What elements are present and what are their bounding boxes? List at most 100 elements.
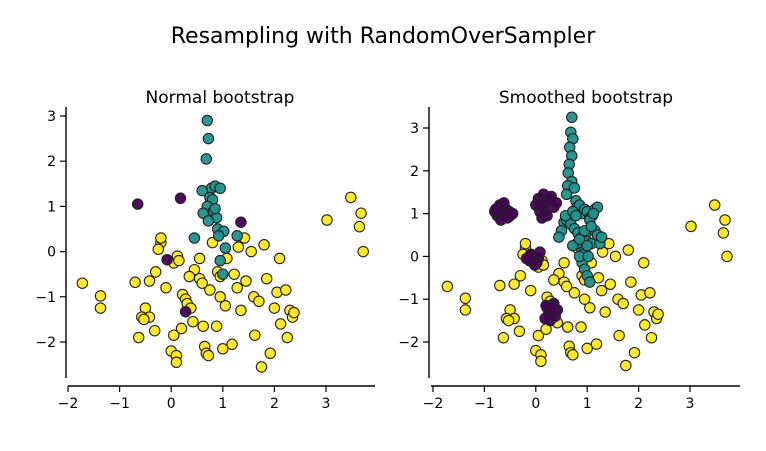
right-point-class-2 (441, 280, 454, 293)
left-point-class-1 (200, 153, 213, 165)
right-point-class-2 (524, 284, 537, 297)
right-x-tick-label: 1 (583, 396, 592, 412)
right-point-class-2 (609, 250, 622, 263)
right-point-class-2 (581, 342, 593, 355)
right-point-class-2 (560, 280, 573, 293)
right-point-class-1 (573, 233, 586, 246)
left-point-class-2 (235, 304, 247, 317)
left-point-class-2 (214, 291, 226, 303)
right-point-class-0 (537, 188, 550, 201)
right-point-class-2 (639, 319, 651, 331)
right-point-class-0 (550, 197, 563, 209)
left-point-class-1 (217, 268, 229, 280)
left-point-class-2 (255, 361, 268, 373)
right-point-class-2 (708, 199, 721, 211)
right-y-tick-label: 3 (410, 121, 419, 137)
right-point-class-2 (628, 346, 641, 359)
right-point-class-2 (567, 349, 579, 361)
left-y-tick-label: 2 (47, 154, 56, 170)
left-point-class-2 (143, 275, 156, 287)
right-point-class-0 (534, 246, 546, 258)
left-point-class-2 (149, 266, 162, 278)
left-point-class-2 (187, 315, 199, 328)
left-point-class-2 (264, 347, 277, 360)
right-point-class-2 (644, 287, 656, 299)
right-y-tick-label: 1 (410, 207, 419, 223)
left-y-tick-label: −1 (35, 290, 56, 306)
right-panel-title: Smoothed bootstrap (499, 88, 673, 108)
left-point-class-2 (197, 320, 209, 332)
left-point-class-2 (138, 313, 150, 326)
right-point-class-2 (685, 220, 697, 233)
left-point-class-2 (170, 356, 183, 369)
left-point-class-2 (94, 290, 107, 302)
right-x-tick-label: 3 (686, 396, 695, 412)
left-point-class-1 (209, 202, 221, 215)
left-x-tick-label: −2 (58, 396, 79, 412)
right-point-class-0 (520, 252, 533, 265)
right-point-class-2 (645, 331, 658, 344)
left-point-class-2 (353, 220, 366, 233)
right-point-class-2 (622, 244, 635, 256)
left-point-class-2 (196, 277, 208, 289)
right-point-class-2 (535, 355, 547, 368)
left-point-class-1 (214, 182, 226, 195)
right-point-class-2 (637, 257, 650, 269)
left-point-class-0 (179, 305, 192, 318)
left-x-tick-label: 0 (167, 396, 176, 412)
right-point-class-2 (595, 284, 608, 297)
right-point-class-0 (530, 199, 542, 211)
left-point-class-1 (219, 242, 232, 254)
right-point-class-2 (578, 293, 591, 305)
right-point-class-1 (553, 231, 565, 243)
right-point-class-1 (560, 188, 573, 201)
right-point-class-2 (584, 302, 596, 314)
left-panel-title: Normal bootstrap (146, 88, 295, 108)
left-point-class-2 (232, 241, 245, 253)
left-point-class-2 (240, 275, 252, 287)
left-point-class-2 (183, 270, 196, 283)
left-point-class-2 (217, 343, 229, 355)
right-point-class-1 (581, 239, 593, 252)
right-point-class-2 (519, 237, 532, 250)
left-y-tick-label: 1 (47, 199, 56, 215)
left-point-class-2 (274, 318, 287, 330)
right-point-class-2 (613, 329, 625, 342)
left-point-class-2 (258, 239, 270, 251)
left-point-class-0 (174, 192, 187, 205)
left-point-class-2 (260, 272, 273, 285)
right-x-tick-label: 0 (531, 396, 540, 412)
right-point-class-2 (590, 338, 603, 350)
left-point-class-1 (201, 114, 214, 127)
right-point-class-2 (721, 250, 733, 263)
right-point-class-1 (570, 209, 582, 222)
left-point-class-0 (161, 253, 173, 266)
left-x-tick-label: 2 (270, 396, 279, 412)
left-point-class-2 (210, 320, 223, 332)
right-point-class-1 (566, 111, 578, 124)
left-point-class-2 (160, 282, 172, 294)
left-point-class-2 (168, 329, 180, 341)
left-point-class-2 (281, 331, 294, 344)
left-y-tick-label: −2 (35, 335, 56, 351)
right-point-class-0 (506, 207, 519, 220)
left-x-tick-label: 1 (218, 396, 227, 412)
left-point-class-2 (280, 284, 292, 296)
right-point-class-2 (625, 276, 637, 288)
left-point-class-2 (228, 268, 240, 280)
right-point-class-0 (536, 212, 548, 224)
left-point-class-2 (148, 324, 161, 337)
left-point-class-0 (131, 198, 144, 210)
left-point-class-1 (196, 184, 208, 197)
left-point-class-2 (253, 295, 265, 308)
left-point-class-2 (231, 282, 243, 294)
left-point-class-2 (94, 302, 107, 314)
right-x-tick-label: 2 (634, 396, 643, 412)
right-point-class-2 (502, 314, 515, 327)
right-point-class-1 (595, 231, 608, 243)
figure-title: Resampling with RandomOverSampler (170, 24, 596, 49)
right-y-tick-label: 0 (410, 249, 419, 265)
left-scatter-panel: Normal bootstrap −2 −1 0 1 2 3 −2 −1 0 1 2 3 (35, 88, 375, 412)
right-point-class-1 (582, 250, 594, 263)
left-point-class-2 (204, 284, 216, 296)
